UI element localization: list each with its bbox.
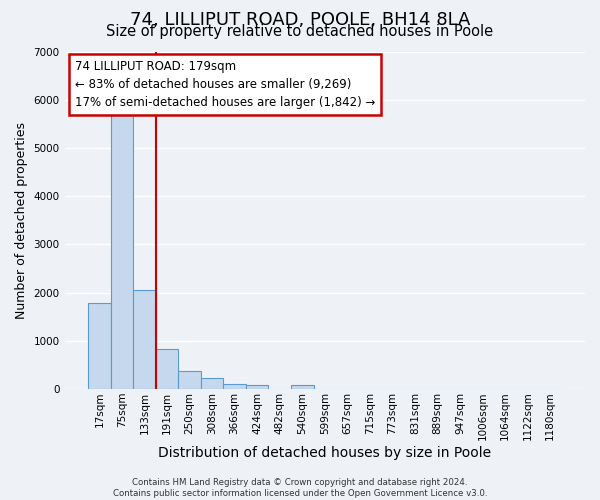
Bar [291, 385, 314, 389]
Bar [201, 378, 223, 389]
Text: Size of property relative to detached houses in Poole: Size of property relative to detached ho… [106, 24, 494, 39]
Bar [223, 384, 246, 389]
Text: 74, LILLIPUT ROAD, POOLE, BH14 8LA: 74, LILLIPUT ROAD, POOLE, BH14 8LA [130, 11, 470, 29]
Text: Contains HM Land Registry data © Crown copyright and database right 2024.
Contai: Contains HM Land Registry data © Crown c… [113, 478, 487, 498]
X-axis label: Distribution of detached houses by size in Poole: Distribution of detached houses by size … [158, 446, 491, 460]
Bar [133, 290, 156, 389]
Text: 74 LILLIPUT ROAD: 179sqm
← 83% of detached houses are smaller (9,269)
17% of sem: 74 LILLIPUT ROAD: 179sqm ← 83% of detach… [75, 60, 376, 109]
Bar [88, 303, 111, 389]
Y-axis label: Number of detached properties: Number of detached properties [15, 122, 28, 318]
Bar [111, 112, 133, 389]
Bar [156, 349, 178, 389]
Bar [246, 385, 268, 389]
Bar [178, 370, 201, 389]
